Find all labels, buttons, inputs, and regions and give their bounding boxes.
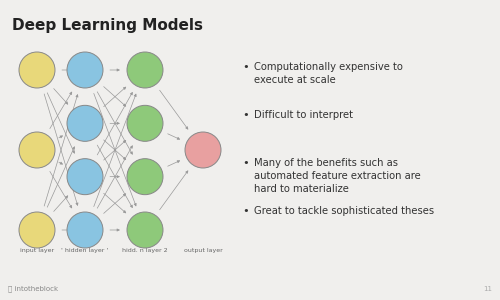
Circle shape (67, 52, 103, 88)
Text: Computationally expensive to
execute at scale: Computationally expensive to execute at … (254, 62, 403, 85)
Circle shape (67, 105, 103, 141)
Circle shape (127, 105, 163, 141)
Text: Ⓢ intotheblock: Ⓢ intotheblock (8, 285, 58, 292)
Text: hidd. n layer 2: hidd. n layer 2 (122, 248, 168, 253)
Text: Many of the benefits such as
automated feature extraction are
hard to materializ: Many of the benefits such as automated f… (254, 158, 421, 194)
Text: •: • (242, 158, 249, 168)
Circle shape (19, 52, 55, 88)
Circle shape (19, 132, 55, 168)
Text: Great to tackle sophisticated theses: Great to tackle sophisticated theses (254, 206, 434, 216)
Text: output layer: output layer (184, 248, 222, 253)
Circle shape (67, 212, 103, 248)
Circle shape (19, 212, 55, 248)
Text: •: • (242, 62, 249, 72)
Text: 11: 11 (483, 286, 492, 292)
Circle shape (67, 159, 103, 195)
Text: •: • (242, 110, 249, 120)
Text: •: • (242, 206, 249, 216)
Text: Difficult to interpret: Difficult to interpret (254, 110, 353, 120)
Text: ' hidden layer ': ' hidden layer ' (62, 248, 108, 253)
Circle shape (127, 159, 163, 195)
Circle shape (127, 212, 163, 248)
Text: Deep Learning Models: Deep Learning Models (12, 18, 203, 33)
Circle shape (185, 132, 221, 168)
Text: input layer: input layer (20, 248, 54, 253)
Circle shape (127, 52, 163, 88)
